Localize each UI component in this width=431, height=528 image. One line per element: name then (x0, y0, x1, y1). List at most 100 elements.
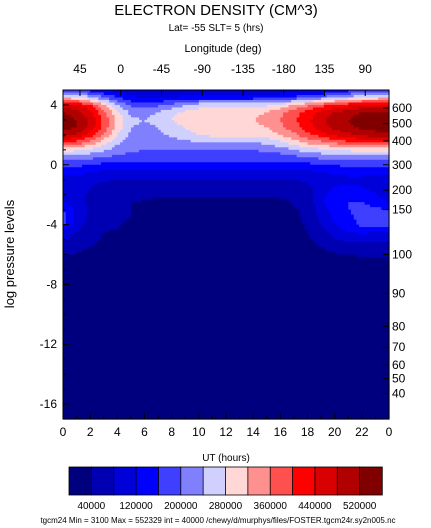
heatmap-cell (231, 114, 235, 119)
heatmap-cell (302, 107, 306, 111)
heatmap-cell (255, 127, 260, 131)
heatmap-cell (310, 119, 314, 123)
heatmap-cell (293, 94, 298, 99)
heatmap-cell (168, 127, 173, 131)
heatmap-cell (250, 122, 254, 126)
heatmap-cell (386, 90, 390, 94)
heatmap-cell (369, 117, 374, 121)
heatmap-cell (204, 92, 208, 96)
heatmap-cell (321, 114, 325, 119)
heatmap-cell (84, 122, 89, 126)
heatmap-cell (101, 152, 105, 156)
heatmap-cell (101, 112, 105, 116)
heatmap-cell (76, 102, 80, 106)
heatmap-cell (353, 142, 357, 146)
heatmap-cell (234, 137, 238, 141)
heatmap-cell (158, 109, 162, 114)
heatmap-cell (84, 117, 89, 121)
heatmap-cell (223, 129, 227, 133)
heatmap-cell (350, 117, 355, 121)
heatmap-cell (250, 127, 254, 131)
heatmap-cell (109, 149, 113, 153)
heatmap-cell (266, 114, 271, 119)
heatmap-cell (84, 112, 89, 116)
heatmap-cell (158, 117, 162, 121)
heatmap-cell (293, 99, 298, 104)
heatmap-cell (280, 144, 284, 148)
heatmap-cell (155, 147, 159, 151)
heatmap-cell (288, 117, 292, 121)
heatmap-cell (130, 99, 135, 104)
heatmap-cell (147, 134, 151, 138)
heatmap-cell (245, 119, 249, 123)
heatmap-cell (255, 149, 260, 153)
heatmap-cell (166, 127, 170, 131)
heatmap-cell (158, 119, 162, 123)
heatmap-cell (348, 97, 352, 101)
heatmap-cell (139, 117, 143, 121)
heatmap-cell (231, 92, 235, 96)
heatmap-cell (63, 142, 67, 146)
heatmap-cell (139, 149, 143, 153)
heatmap-cell (312, 122, 317, 126)
heatmap-cell (160, 152, 165, 156)
heatmap-cell (356, 114, 360, 119)
heatmap-cell (361, 139, 366, 143)
heatmap-cell (65, 139, 70, 143)
heatmap-cell (76, 104, 80, 109)
heatmap-cell (204, 152, 208, 156)
heatmap-cell (122, 99, 127, 104)
heatmap-cell (71, 97, 75, 101)
heatmap-cell (350, 144, 355, 148)
heatmap-cell (90, 112, 94, 116)
heatmap-cell (228, 132, 233, 136)
heatmap-cell (372, 99, 377, 104)
heatmap-cell (149, 137, 154, 141)
heatmap-cell (212, 117, 216, 121)
heatmap-cell (63, 144, 67, 148)
heatmap-cell (226, 142, 230, 146)
heatmap-cell (228, 107, 233, 111)
heatmap-cell (130, 97, 135, 101)
heatmap-cell (369, 90, 374, 94)
heatmap-cell (90, 124, 94, 128)
heatmap-cell (242, 142, 246, 146)
heatmap-cell (111, 142, 116, 146)
heatmap-cell (283, 122, 287, 126)
heatmap-cell (117, 90, 121, 94)
heatmap-cell (342, 132, 347, 136)
heatmap-cell (136, 122, 140, 126)
heatmap-cell (217, 152, 222, 156)
heatmap-cell (87, 139, 91, 143)
heatmap-cell (106, 102, 110, 106)
heatmap-cell (163, 114, 167, 119)
heatmap-cell (345, 139, 349, 143)
heatmap-cell (147, 90, 151, 94)
heatmap-cell (329, 137, 333, 141)
heatmap-cell (87, 92, 91, 96)
heatmap-cell (84, 142, 89, 146)
heatmap-cell (168, 97, 173, 101)
heatmap-cell (342, 152, 347, 156)
heatmap-cell (125, 92, 129, 96)
heatmap-cell (204, 102, 208, 106)
heatmap-cell (166, 107, 170, 111)
heatmap-cell (179, 102, 184, 106)
heatmap-cell (223, 92, 227, 96)
heatmap-cell (372, 97, 377, 101)
heatmap-cell (375, 117, 379, 121)
heatmap-cell (261, 90, 265, 94)
heatmap-cell (323, 90, 328, 94)
heatmap-cell (144, 90, 148, 94)
heatmap-cell (177, 119, 181, 123)
heatmap-cell (204, 132, 208, 136)
heatmap-cell (68, 144, 72, 148)
heatmap-cell (98, 94, 102, 99)
heatmap-cell (65, 137, 70, 141)
heatmap-cell (334, 109, 338, 114)
heatmap-cell (106, 92, 110, 96)
heatmap-cell (236, 92, 241, 96)
heatmap-cell (350, 92, 355, 96)
heatmap-cell (372, 127, 377, 131)
heatmap-cell (386, 112, 390, 116)
